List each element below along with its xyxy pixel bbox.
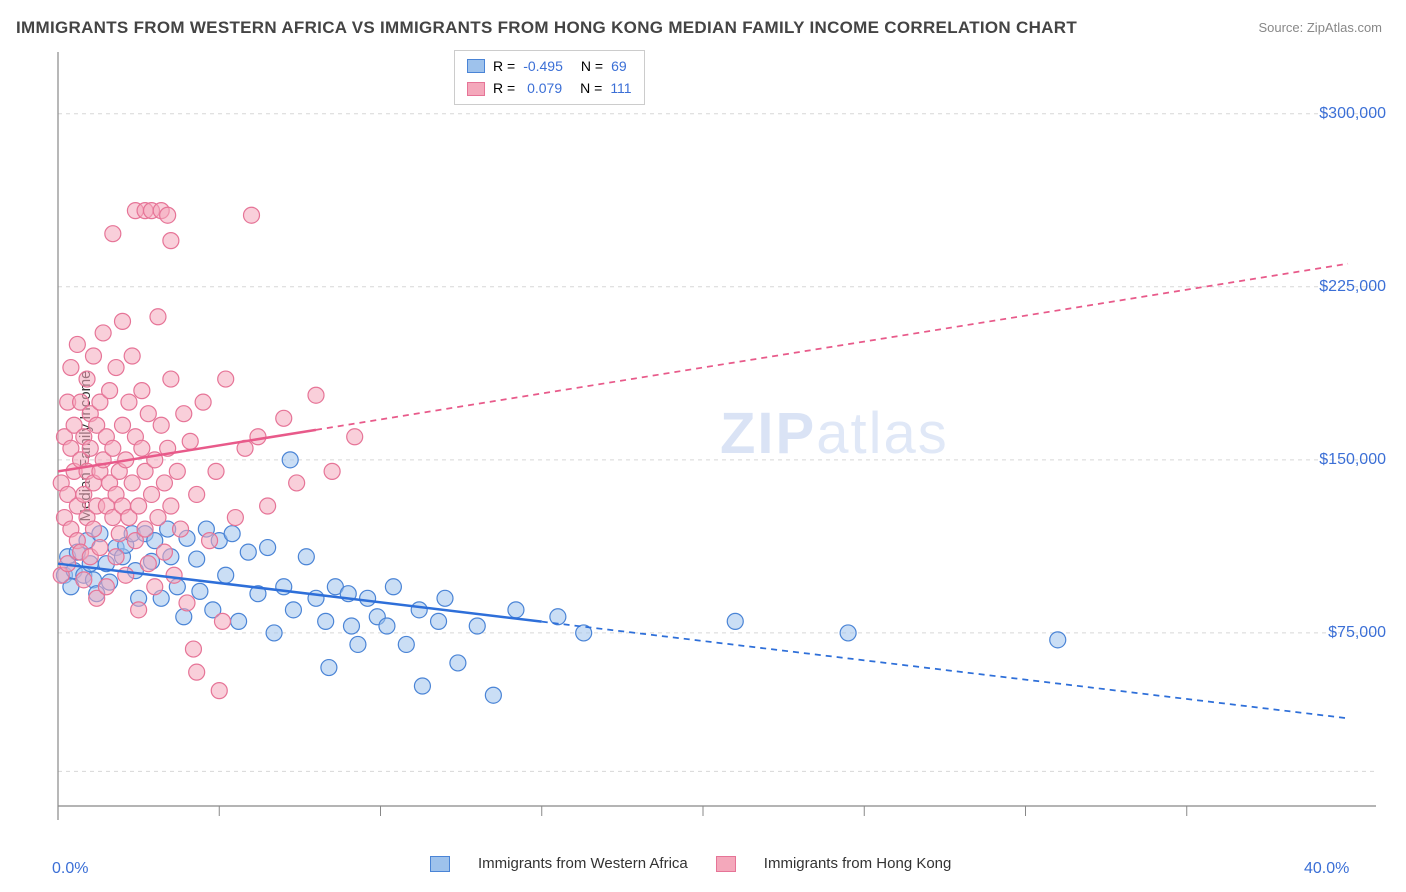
x-tick-label: 0.0%: [52, 860, 88, 878]
correlation-stats-box: R = -0.495 N = 69 R = 0.079 N = 111: [454, 50, 645, 105]
y-tick-label: $225,000: [1319, 278, 1386, 296]
legend-label-hong-kong: Immigrants from Hong Kong: [764, 855, 952, 872]
n-label: N =: [580, 77, 602, 99]
r-value-western-africa: -0.495: [523, 55, 563, 77]
r-label: R =: [493, 55, 515, 77]
r-label: R =: [493, 77, 515, 99]
legend-label-western-africa: Immigrants from Western Africa: [478, 855, 688, 872]
swatch-western-africa: [430, 856, 450, 872]
swatch-hong-kong: [716, 856, 736, 872]
source-attribution: Source: ZipAtlas.com: [1258, 20, 1382, 35]
swatch-western-africa: [467, 59, 485, 73]
y-tick-label: $300,000: [1319, 105, 1386, 123]
r-value-hong-kong: 0.079: [523, 77, 562, 99]
n-label: N =: [581, 55, 603, 77]
y-tick-label: $75,000: [1328, 624, 1386, 642]
n-value-western-africa: 69: [611, 55, 627, 77]
x-tick-label: 40.0%: [1304, 860, 1349, 878]
scatter-plot: [48, 46, 1388, 836]
stats-row-hong-kong: R = 0.079 N = 111: [467, 77, 632, 99]
stats-row-western-africa: R = -0.495 N = 69: [467, 55, 632, 77]
chart-title: IMMIGRANTS FROM WESTERN AFRICA VS IMMIGR…: [16, 18, 1077, 38]
swatch-hong-kong: [467, 82, 485, 96]
series-legend: Immigrants from Western Africa Immigrant…: [430, 855, 951, 872]
y-tick-label: $150,000: [1319, 451, 1386, 469]
n-value-hong-kong: 111: [610, 77, 631, 99]
